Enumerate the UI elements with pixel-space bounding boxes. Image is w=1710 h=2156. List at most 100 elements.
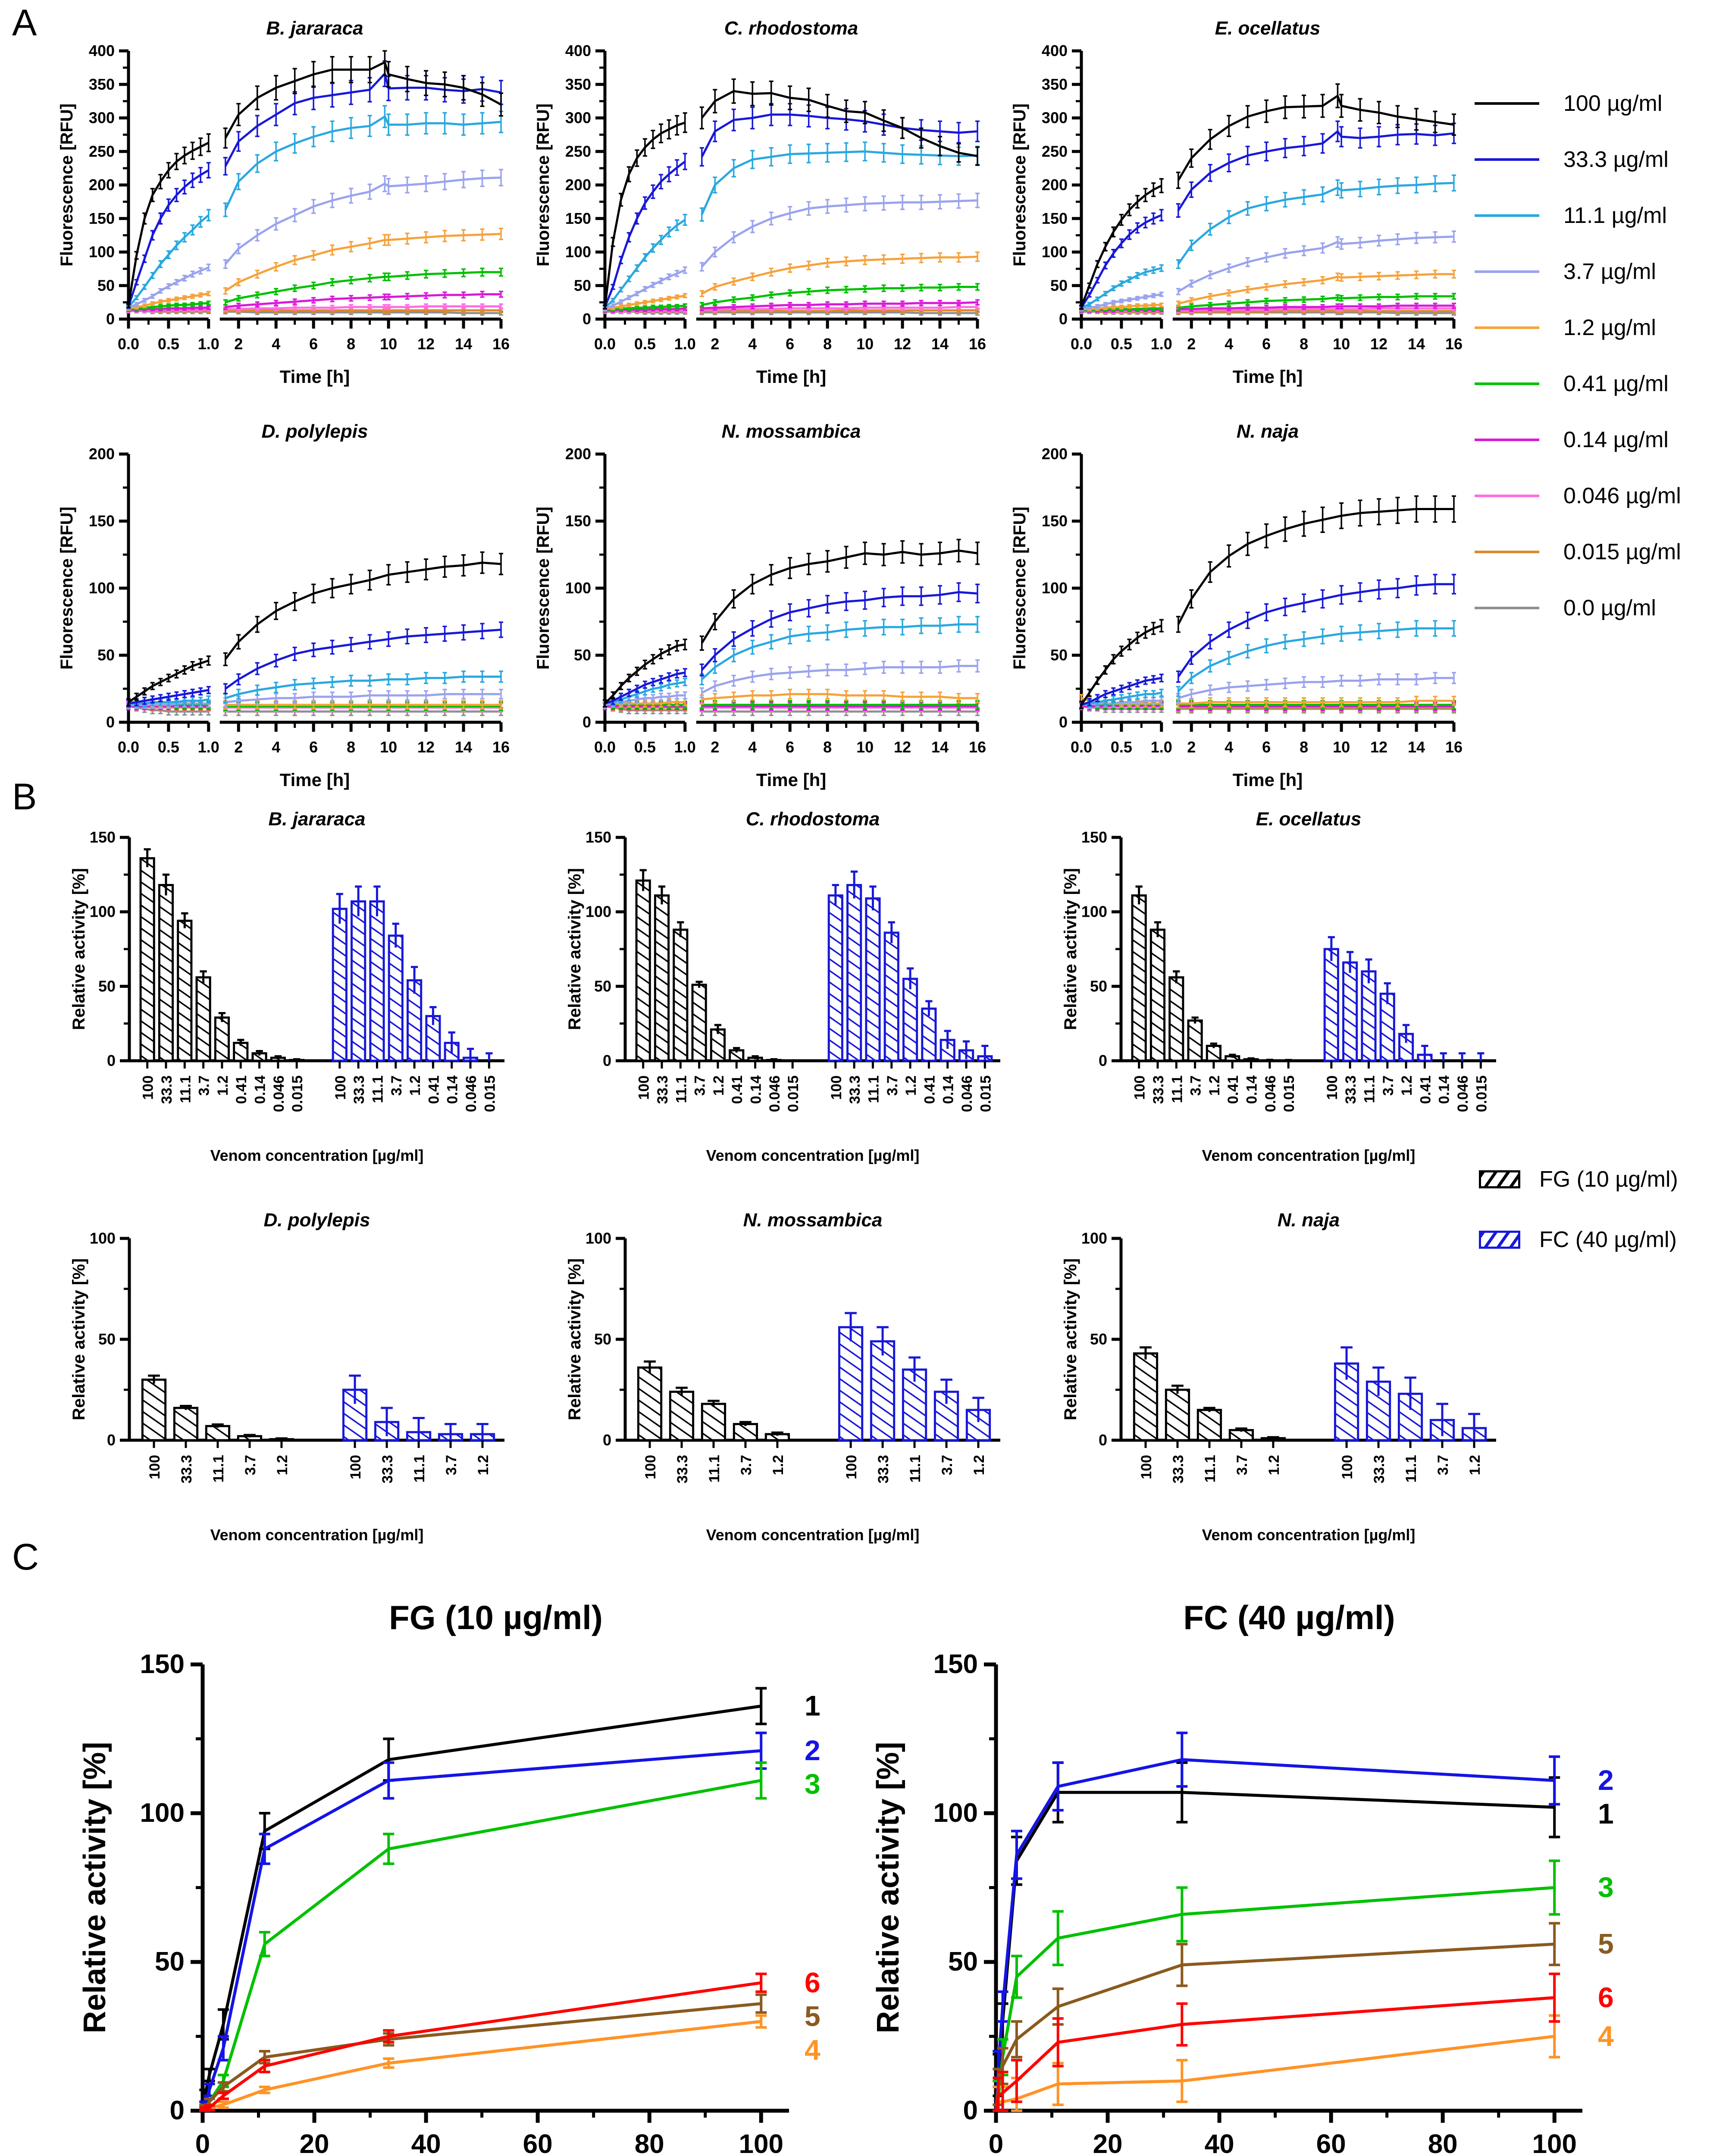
legend-line-swatch (1475, 214, 1539, 217)
svg-text:150: 150 (89, 210, 115, 227)
svg-text:0.0: 0.0 (594, 335, 616, 353)
svg-text:12: 12 (1370, 738, 1387, 756)
svg-text:2: 2 (234, 738, 243, 756)
svg-text:B. jararaca: B. jararaca (266, 18, 363, 39)
concentration-legend: 100 µg/ml 33.3 µg/ml 11.1 µg/ml 3.7 µg/ml 1.… (1475, 75, 1681, 636)
svg-text:16: 16 (1445, 335, 1463, 353)
svg-text:6: 6 (786, 738, 794, 756)
svg-text:10: 10 (1333, 335, 1350, 353)
legend-line-swatch (1475, 495, 1539, 497)
svg-text:12: 12 (417, 738, 435, 756)
svg-text:6: 6 (1262, 738, 1271, 756)
chart-b-c-rhodostoma: C. rhodostoma 0 50 100 150 100 33.3 11.1 3.7 1.2 0… (561, 806, 1013, 1169)
svg-text:12: 12 (894, 738, 911, 756)
svg-text:400: 400 (89, 42, 115, 60)
svg-text:150: 150 (565, 210, 591, 227)
svg-text:350: 350 (89, 75, 115, 93)
svg-text:200: 200 (89, 445, 115, 463)
svg-text:Time [h]: Time [h] (280, 770, 350, 790)
svg-text:400: 400 (565, 42, 591, 60)
svg-text:1.0: 1.0 (674, 335, 696, 353)
svg-text:16: 16 (492, 335, 510, 353)
svg-text:0.0: 0.0 (1071, 335, 1092, 353)
svg-text:C. rhodostoma: C. rhodostoma (724, 18, 858, 39)
svg-text:100: 100 (565, 579, 591, 597)
svg-text:1.0: 1.0 (1151, 335, 1172, 353)
svg-text:4: 4 (1225, 738, 1233, 756)
legend-item-concentration: 0.015 µg/ml (1475, 524, 1681, 580)
svg-text:8: 8 (1300, 335, 1308, 353)
svg-text:Time [h]: Time [h] (756, 367, 827, 387)
svg-text:400: 400 (1042, 42, 1068, 60)
legend-item-concentration: 0.0 µg/ml (1475, 580, 1681, 636)
legend-label-concentration: 100 µg/ml (1563, 91, 1663, 116)
legend-line-swatch (1475, 551, 1539, 553)
chart-c-fc: FC (40 µg/ml) 0 50 100 150 0 20 40 60 80 100 2 1 3 5 6 4… (867, 1578, 1638, 2156)
panel-letter-a: A (12, 2, 37, 44)
legend-item-concentration: 0.41 µg/ml (1475, 356, 1681, 412)
svg-text:12: 12 (894, 335, 911, 353)
legend-line-swatch (1475, 382, 1539, 385)
svg-text:2: 2 (1187, 738, 1196, 756)
svg-text:200: 200 (89, 176, 115, 194)
chart-b-n-mossambica: N. mossambica 0 50 100 100 33.3 11.1 3.7 1.2 100 3… (561, 1207, 1013, 1548)
svg-text:8: 8 (347, 335, 355, 353)
svg-text:0.5: 0.5 (1111, 738, 1132, 756)
svg-text:2: 2 (711, 738, 719, 756)
legend-line-swatch (1475, 326, 1539, 329)
svg-text:50: 50 (574, 646, 591, 664)
legend-item-formulation: FG (10 µg/ml) (1479, 1149, 1678, 1210)
svg-text:4: 4 (748, 335, 757, 353)
svg-text:12: 12 (1370, 335, 1387, 353)
svg-text:200: 200 (1042, 445, 1068, 463)
svg-text:Time [h]: Time [h] (280, 367, 350, 387)
panel-letter-b: B (12, 776, 37, 818)
fgfc-legend: FG (10 µg/ml) FC (40 µg/ml) (1479, 1149, 1678, 1270)
legend-item-concentration: 11.1 µg/ml (1475, 188, 1681, 244)
svg-text:50: 50 (97, 646, 115, 664)
svg-text:10: 10 (856, 738, 874, 756)
svg-text:Fluorescence [RFU]: Fluorescence [RFU] (57, 507, 76, 670)
svg-text:Fluorescence [RFU]: Fluorescence [RFU] (1010, 103, 1029, 266)
svg-text:150: 150 (89, 512, 115, 530)
svg-text:0.0: 0.0 (594, 738, 616, 756)
chart-a-e-ocellatus: E. ocellatus 0 50 100 150 200 250 300 350 400 0.0 0… (1005, 17, 1463, 405)
svg-text:16: 16 (969, 335, 986, 353)
chart-a-n-naja: N. naja 0 50 100 150 200 0.0 0.5 1.0 2 4 6 8 10 12 14 16… (1005, 420, 1463, 808)
legend-item-concentration: 0.046 µg/ml (1475, 468, 1681, 524)
legend-item-concentration: 0.14 µg/ml (1475, 412, 1681, 468)
svg-text:0: 0 (1059, 310, 1068, 328)
svg-text:6: 6 (309, 335, 318, 353)
svg-text:14: 14 (931, 335, 949, 353)
svg-text:16: 16 (492, 738, 510, 756)
chart-b-n-naja: N. naja 0 50 100 100 33.3 11.1 3.7 1.2 100 33.3 11.… (1056, 1207, 1509, 1548)
svg-text:50: 50 (574, 276, 591, 294)
svg-text:0.5: 0.5 (158, 335, 179, 353)
svg-text:4: 4 (1225, 335, 1233, 353)
svg-text:300: 300 (1042, 109, 1068, 127)
svg-text:1.0: 1.0 (1151, 738, 1172, 756)
legend-label-concentration: 11.1 µg/ml (1563, 203, 1667, 228)
svg-text:2: 2 (711, 335, 719, 353)
legend-hatch-swatch (1479, 1231, 1520, 1249)
svg-text:16: 16 (1445, 738, 1463, 756)
svg-text:0.5: 0.5 (634, 335, 656, 353)
svg-text:250: 250 (565, 142, 591, 160)
chart-a-d-polylepis: D. polylepis 0 50 100 150 200 0.0 0.5 1.0 2 4 6 8 10 1… (52, 420, 510, 808)
svg-text:10: 10 (1333, 738, 1350, 756)
legend-item-concentration: 33.3 µg/ml (1475, 132, 1681, 188)
svg-text:50: 50 (1050, 646, 1068, 664)
svg-text:0.5: 0.5 (634, 738, 656, 756)
legend-item-concentration: 100 µg/ml (1475, 75, 1681, 132)
svg-text:150: 150 (1042, 210, 1068, 227)
chart-c-fg: FG (10 µg/ml) 0 50 100 150 0 20 40 60 80 100 1 2 3 6 5 4… (73, 1578, 845, 2156)
svg-text:14: 14 (455, 738, 472, 756)
svg-text:8: 8 (823, 335, 832, 353)
svg-text:D. polylepis: D. polylepis (262, 421, 368, 442)
svg-text:100: 100 (1042, 579, 1068, 597)
svg-text:2: 2 (1187, 335, 1196, 353)
svg-text:250: 250 (89, 142, 115, 160)
svg-text:0: 0 (106, 713, 115, 731)
svg-text:Fluorescence [RFU]: Fluorescence [RFU] (534, 507, 553, 670)
legend-label-concentration: 0.015 µg/ml (1563, 539, 1681, 564)
